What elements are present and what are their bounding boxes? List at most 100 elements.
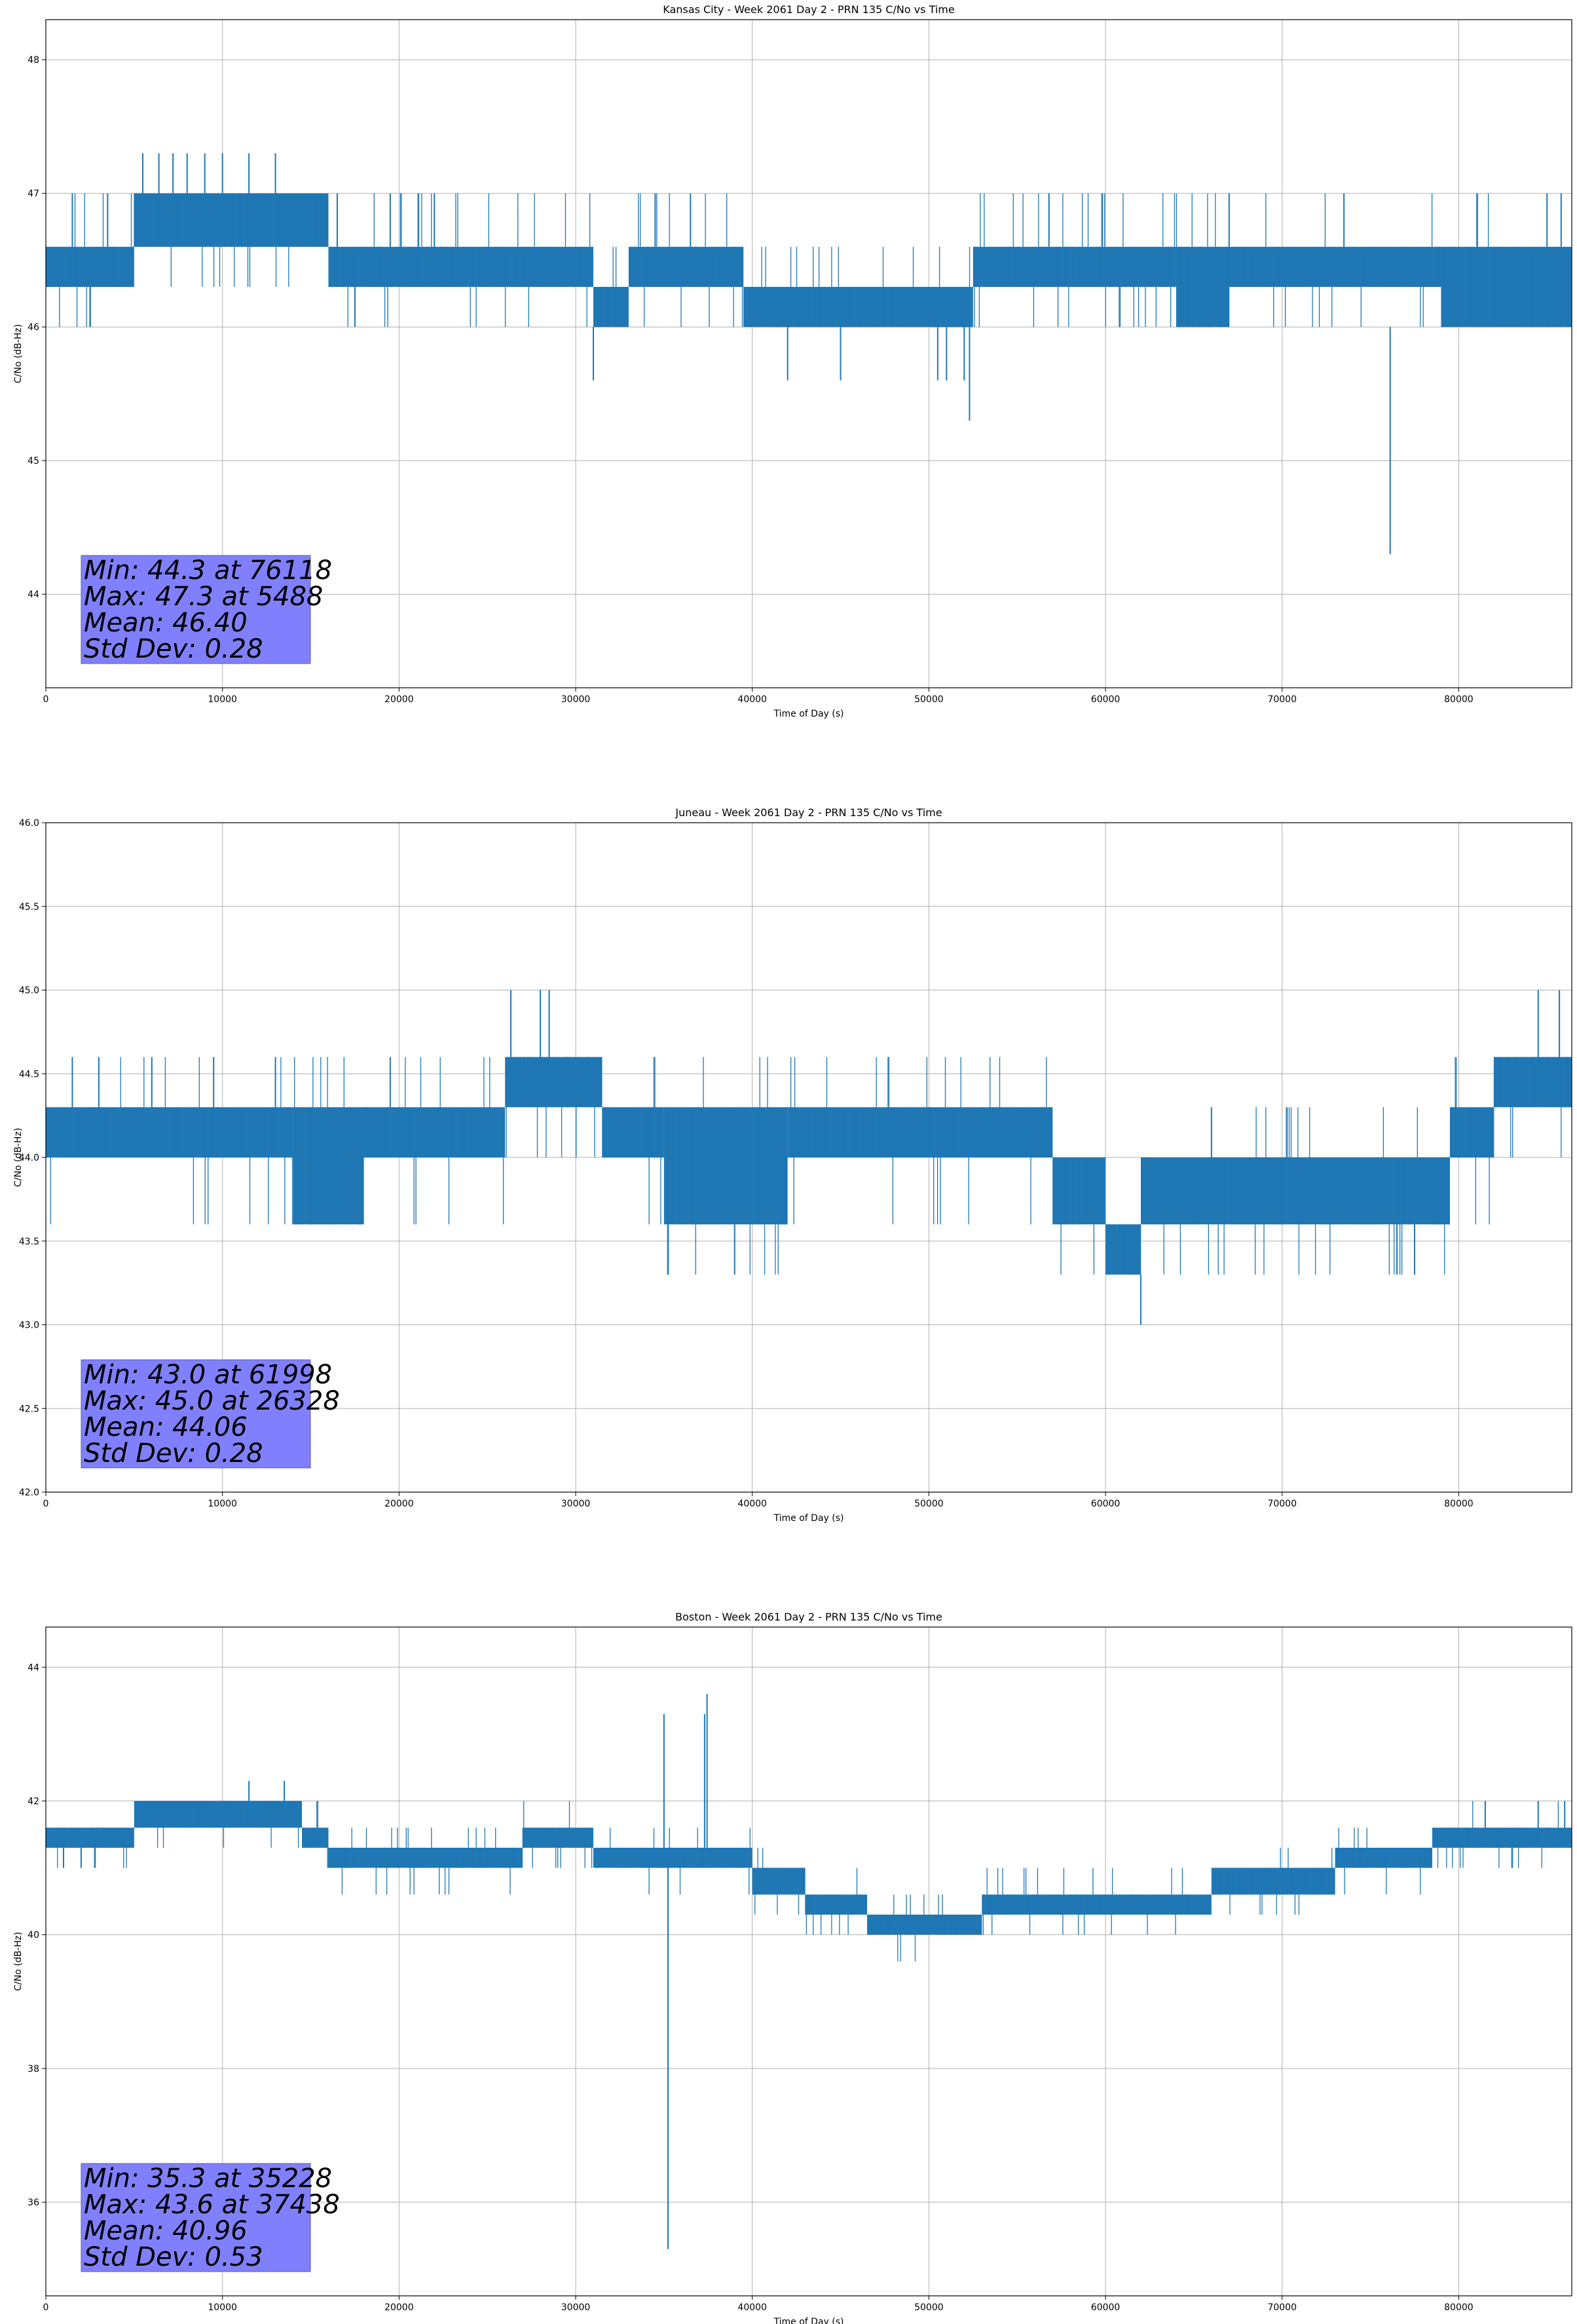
series-band xyxy=(593,1847,752,1868)
series-noise xyxy=(46,193,1568,328)
stats-line: Min: 44.3 at 76118 xyxy=(84,555,332,586)
series-band xyxy=(328,1847,523,1868)
x-tick-label: 70000 xyxy=(1267,694,1297,705)
x-tick-label: 30000 xyxy=(561,694,591,705)
y-tick-label: 45.0 xyxy=(19,986,39,996)
x-tick-label: 60000 xyxy=(1091,694,1121,705)
y-tick-label: 38 xyxy=(28,2064,39,2074)
series-band xyxy=(743,287,973,328)
y-tick-label: 43.5 xyxy=(19,1237,39,1247)
y-tick-label: 44 xyxy=(28,1662,39,1673)
series-band xyxy=(663,1107,788,1225)
y-tick-label: 43.0 xyxy=(19,1321,39,1331)
y-tick-label: 47 xyxy=(28,189,39,199)
kansas-city-series xyxy=(46,153,1572,554)
x-tick-label: 20000 xyxy=(384,1499,414,1509)
series-band xyxy=(328,246,593,287)
series-band xyxy=(602,1107,664,1157)
series-band xyxy=(1229,246,1441,287)
x-tick-label: 10000 xyxy=(208,1499,237,1509)
juneau-y-axis-label: C/No (dB-Hz) xyxy=(13,1128,24,1187)
kansas-city-chart-title: Kansas City - Week 2061 Day 2 - PRN 135 … xyxy=(663,3,954,16)
x-tick-label: 80000 xyxy=(1444,1499,1474,1509)
juneau-chart-title: Juneau - Week 2061 Day 2 - PRN 135 C/No … xyxy=(675,806,942,819)
juneau-x-axis-label: Time of Day (s) xyxy=(773,1513,844,1524)
stats-line: Mean: 44.06 xyxy=(84,1412,248,1442)
series-band xyxy=(593,287,629,328)
boston-chart-title: Boston - Week 2061 Day 2 - PRN 135 C/No … xyxy=(675,1611,942,1623)
x-tick-label: 40000 xyxy=(737,2302,767,2313)
boston-chart: 0 10000 20000 30000 40000 50000 60000 70000 8000… xyxy=(13,1611,1572,2324)
y-tick-label: 44.5 xyxy=(19,1069,39,1079)
x-tick-label: 0 xyxy=(43,694,49,705)
series-band xyxy=(505,1057,603,1108)
series-band xyxy=(787,1107,1053,1157)
y-tick-label: 40 xyxy=(28,1930,39,1941)
x-tick-label: 80000 xyxy=(1444,2302,1474,2313)
series-band xyxy=(46,1827,134,1848)
y-tick-label: 46.0 xyxy=(19,818,39,829)
stats-line: Std Dev: 0.28 xyxy=(84,634,263,664)
series-band xyxy=(1449,1107,1494,1157)
y-tick-label: 36 xyxy=(28,2198,39,2208)
series-band xyxy=(866,1915,982,1935)
kansas-city-plot-frame xyxy=(45,19,1572,688)
y-tick-label: 42.5 xyxy=(19,1404,39,1414)
stats-line: Mean: 46.40 xyxy=(84,608,248,638)
stats-line: Min: 35.3 at 35228 xyxy=(84,2164,332,2194)
stats-line: Min: 43.0 at 61998 xyxy=(84,1360,332,1390)
series-noise xyxy=(46,1057,1568,1275)
boston-y-axis-label: C/No (dB-Hz) xyxy=(13,1932,24,1991)
stats-line: Max: 47.3 at 5488 xyxy=(84,582,323,612)
x-tick-label: 40000 xyxy=(737,1499,767,1509)
juneau-chart: 0 10000 20000 30000 40000 50000 60000 70000 8000… xyxy=(13,806,1572,1524)
stats-line: Max: 43.6 at 37438 xyxy=(84,2190,340,2220)
series-band xyxy=(752,1867,806,1895)
series-band xyxy=(1211,1867,1335,1895)
series-band xyxy=(302,1827,329,1848)
x-tick-label: 70000 xyxy=(1267,1499,1297,1509)
juneau-stats-box xyxy=(81,1359,311,1469)
x-tick-label: 50000 xyxy=(914,2302,944,2313)
y-tick-label: 42.0 xyxy=(19,1488,39,1498)
x-tick-label: 70000 xyxy=(1267,2302,1297,2313)
stats-line: Max: 45.0 at 26328 xyxy=(84,1386,340,1416)
y-tick-label: 45.5 xyxy=(19,902,39,912)
x-tick-label: 20000 xyxy=(384,2302,414,2313)
series-noise xyxy=(49,1801,1568,1962)
y-tick-label: 48 xyxy=(28,55,39,66)
x-tick-label: 0 xyxy=(43,1499,49,1509)
x-tick-label: 50000 xyxy=(914,1499,944,1509)
x-tick-label: 10000 xyxy=(208,2302,237,2313)
stats-line: Std Dev: 0.28 xyxy=(84,1438,263,1469)
series-band xyxy=(46,1107,293,1157)
series-band xyxy=(805,1894,867,1915)
x-tick-label: 30000 xyxy=(561,1499,591,1509)
boston-x-axis-label: Time of Day (s) xyxy=(773,2317,844,2324)
series-band xyxy=(363,1107,506,1157)
kansas-city-y-axis-label: C/No (dB-Hz) xyxy=(13,324,24,383)
kansas-city-stats-box xyxy=(81,555,311,664)
series-band xyxy=(973,246,1176,287)
x-tick-label: 0 xyxy=(43,2302,49,2313)
y-tick-label: 44.0 xyxy=(19,1153,39,1163)
y-tick-label: 45 xyxy=(28,456,39,466)
boston-stats-box xyxy=(81,2163,311,2272)
stats-line: Mean: 40.96 xyxy=(84,2216,248,2246)
y-tick-label: 44 xyxy=(28,590,39,600)
y-tick-label: 46 xyxy=(28,322,39,333)
kansas-city-x-axis-label: Time of Day (s) xyxy=(773,709,844,719)
x-tick-label: 50000 xyxy=(914,694,944,705)
series-band xyxy=(46,246,134,287)
x-tick-label: 40000 xyxy=(737,694,767,705)
boston-plot-frame xyxy=(45,1626,1572,2296)
stats-line: Std Dev: 0.53 xyxy=(84,2242,263,2272)
y-tick-label: 42 xyxy=(28,1796,39,1807)
x-tick-label: 60000 xyxy=(1091,2302,1121,2313)
x-tick-label: 10000 xyxy=(208,694,237,705)
x-tick-label: 30000 xyxy=(561,2302,591,2313)
boston-series xyxy=(46,1694,1572,2249)
x-tick-label: 80000 xyxy=(1444,694,1474,705)
x-tick-label: 60000 xyxy=(1091,1499,1121,1509)
